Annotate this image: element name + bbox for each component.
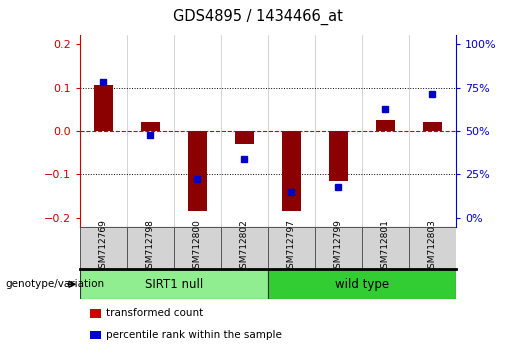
Text: percentile rank within the sample: percentile rank within the sample bbox=[106, 330, 282, 340]
Bar bbox=[409, 227, 456, 269]
Bar bbox=[221, 227, 268, 269]
Text: GSM712802: GSM712802 bbox=[240, 219, 249, 274]
Text: GSM712800: GSM712800 bbox=[193, 219, 202, 274]
Text: SIRT1 null: SIRT1 null bbox=[145, 278, 203, 291]
Bar bbox=[329, 131, 348, 181]
Text: GSM712801: GSM712801 bbox=[381, 219, 390, 274]
Text: GSM712799: GSM712799 bbox=[334, 219, 343, 274]
Bar bbox=[80, 269, 268, 299]
Bar bbox=[376, 120, 394, 131]
Bar bbox=[80, 227, 127, 269]
Bar bbox=[174, 227, 221, 269]
Text: GSM712798: GSM712798 bbox=[146, 219, 155, 274]
Text: transformed count: transformed count bbox=[106, 308, 203, 318]
Bar bbox=[315, 227, 362, 269]
Bar bbox=[94, 85, 113, 131]
Text: GSM712803: GSM712803 bbox=[428, 219, 437, 274]
Bar bbox=[141, 122, 160, 131]
Text: GSM712769: GSM712769 bbox=[99, 219, 108, 274]
Bar bbox=[362, 227, 409, 269]
Text: genotype/variation: genotype/variation bbox=[5, 279, 104, 289]
Text: wild type: wild type bbox=[335, 278, 389, 291]
Bar bbox=[268, 227, 315, 269]
Bar bbox=[188, 131, 207, 211]
Bar bbox=[235, 131, 254, 144]
Bar bbox=[282, 131, 301, 211]
Bar bbox=[423, 122, 442, 131]
Bar bbox=[127, 227, 174, 269]
Text: GSM712797: GSM712797 bbox=[287, 219, 296, 274]
Bar bbox=[268, 269, 456, 299]
Text: GDS4895 / 1434466_at: GDS4895 / 1434466_at bbox=[173, 9, 342, 25]
